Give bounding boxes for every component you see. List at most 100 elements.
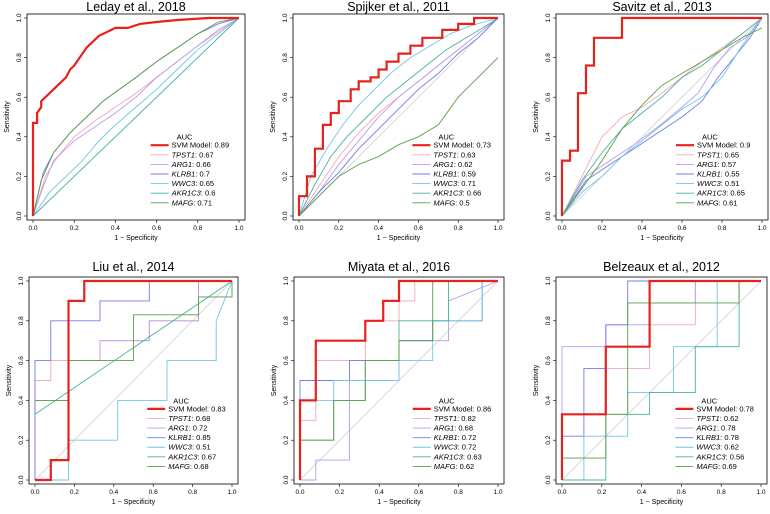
x-tick-label: 0.6 [414,225,423,232]
legend-entry-auc: : 0.62 [455,462,474,471]
roc-curve-akr1c3 [32,17,240,217]
legend-entry-name: TPST1 [433,150,456,159]
legend-entry-name: SVM Model [697,141,736,150]
x-tick-label: 0.4 [111,225,120,232]
y-tick-label: 0.2 [545,435,552,444]
legend-entry: KLRB1: 0.55 [697,169,740,178]
roc-curve-akr1c3 [298,17,499,217]
legend-entry: ARG1: 0.57 [696,160,736,169]
y-tick-label: 0.6 [545,92,552,101]
legend-title: AUC [702,133,718,142]
legend-entry: SVM Model: 0.89 [172,141,230,150]
legend-entry: MAFG: 0.62 [434,462,474,471]
roc-curve-akr1c3 [561,17,763,217]
panel-title: Spijker et al., 2011 [347,0,450,14]
legend-entry: ARG1: 0.72 [167,424,207,433]
legend-entry: TPST1: 0.62 [696,414,738,423]
roc-curve-svm-model [298,279,498,480]
legend-entry: TPST1: 0.68 [168,414,210,423]
legend-entry-name: KLRB1 [434,433,458,442]
x-axis-label: 1 − Specificity [114,235,158,242]
y-tick-label: 0.8 [18,316,25,325]
plot-frame [292,13,505,221]
y-tick-label: 0.6 [283,356,290,365]
legend-entry-auc: : 0.63 [463,452,482,461]
y-tick-label: 0.6 [16,92,23,101]
legend-entry: WWC3: 0.72 [434,443,477,452]
plot-frame [555,13,769,221]
y-tick-label: 0.8 [545,53,552,62]
y-tick-label: 0.0 [545,475,552,484]
legend-entry-auc: : 0.51 [721,179,740,188]
legend-entry-name: MAFG [168,462,190,471]
y-tick-label: 0.0 [282,211,289,220]
legend-entry-auc: : 0.66 [192,160,211,169]
legend-entry: AKR1C3: 0.6 [171,189,216,198]
legend-entry-auc: : 0.71 [457,179,476,188]
x-tick-label: 0.6 [414,489,423,496]
x-axis-label: 1 − Specificity [112,499,156,506]
legend-entry-auc: : 0.59 [457,169,476,178]
y-axis-label: Sensitivity [271,364,278,396]
legend-entry-name: AKR1C3 [432,189,463,198]
x-tick-label: 0.0 [294,225,303,232]
x-axis-label: 1 − Specificity [640,235,684,242]
legend-entry-auc: : 0.68 [192,414,211,423]
x-tick-label: 1.0 [757,225,766,232]
panel-title: Liu et al., 2014 [92,260,174,274]
legend-entry-auc: : 0.71 [193,198,212,207]
legend-entry: KLRB1: 0.7 [172,169,210,178]
legend-title: AUC [439,396,455,405]
legend-entry-name: SVM Model [433,141,472,150]
x-tick-label: 0.4 [375,489,384,496]
roc-curve-mafg [561,27,763,217]
y-tick-label: 0.6 [282,92,289,101]
roc-curve-mafg [32,17,240,217]
legend-entry-name: WWC3 [172,179,197,188]
legend-entry-auc: : 0.62 [720,443,739,452]
legend-entry-auc: : 0.72 [189,424,208,433]
x-tick-label: 1.0 [234,225,243,232]
legend-entry-auc: : 0.62 [454,160,473,169]
y-tick-label: 1.0 [282,13,289,22]
legend-entry-auc: : 0.68 [190,462,209,471]
legend-entry-auc: : 0.67 [197,452,216,461]
roc-curve-mafg [299,280,498,480]
y-tick-label: 0.2 [282,172,289,181]
x-tick-label: 1.0 [756,489,765,496]
legend-title: AUC [438,133,454,142]
legend-entry-auc: : 0.57 [717,160,736,169]
roc-curve-svm-model [560,16,762,216]
legend-entry-auc: : 0.51 [192,443,211,452]
y-tick-label: 0.8 [282,53,289,62]
y-axis-label: Sensitivity [6,364,13,396]
legend-entry: MAFG: 0.68 [168,462,208,471]
legend-entry-auc: : 0.61 [719,198,738,207]
legend-entry: AKR1C3: 0.63 [433,452,482,461]
legend-entry-name: ARG1 [696,160,717,169]
legend-entry-name: KLRB1 [697,169,721,178]
legend-entry: ARG1: 0.66 [171,160,211,169]
legend-entry-name: WWC3 [433,179,458,188]
legend-entry: WWC3: 0.51 [168,443,211,452]
legend-entry-name: ARG1 [433,424,454,433]
y-axis-label: Sensitivity [270,101,277,133]
x-tick-label: 0.4 [637,489,646,496]
legend-entry-auc: : 0.5 [455,198,470,207]
x-tick-label: 0.2 [70,489,79,496]
x-tick-label: 0.0 [557,489,566,496]
legend-entry-auc: : 0.65 [726,189,745,198]
x-axis-label: 1 − Specificity [377,499,421,506]
legend-entry-name: TPST1 [172,150,195,159]
legend-entry: KLRB1: 0.72 [434,433,477,442]
plot-frame [26,13,246,221]
x-tick-label: 0.6 [677,489,686,496]
legend-entry-auc: : 0.85 [192,433,211,442]
y-tick-label: 1.0 [16,13,23,22]
legend-entry-name: WWC3 [697,179,722,188]
legend-entry-auc: : 0.82 [457,414,476,423]
x-tick-label: 0.2 [597,225,606,232]
x-tick-label: 0.8 [717,489,726,496]
legend-entry: WWC3: 0.71 [433,179,476,188]
